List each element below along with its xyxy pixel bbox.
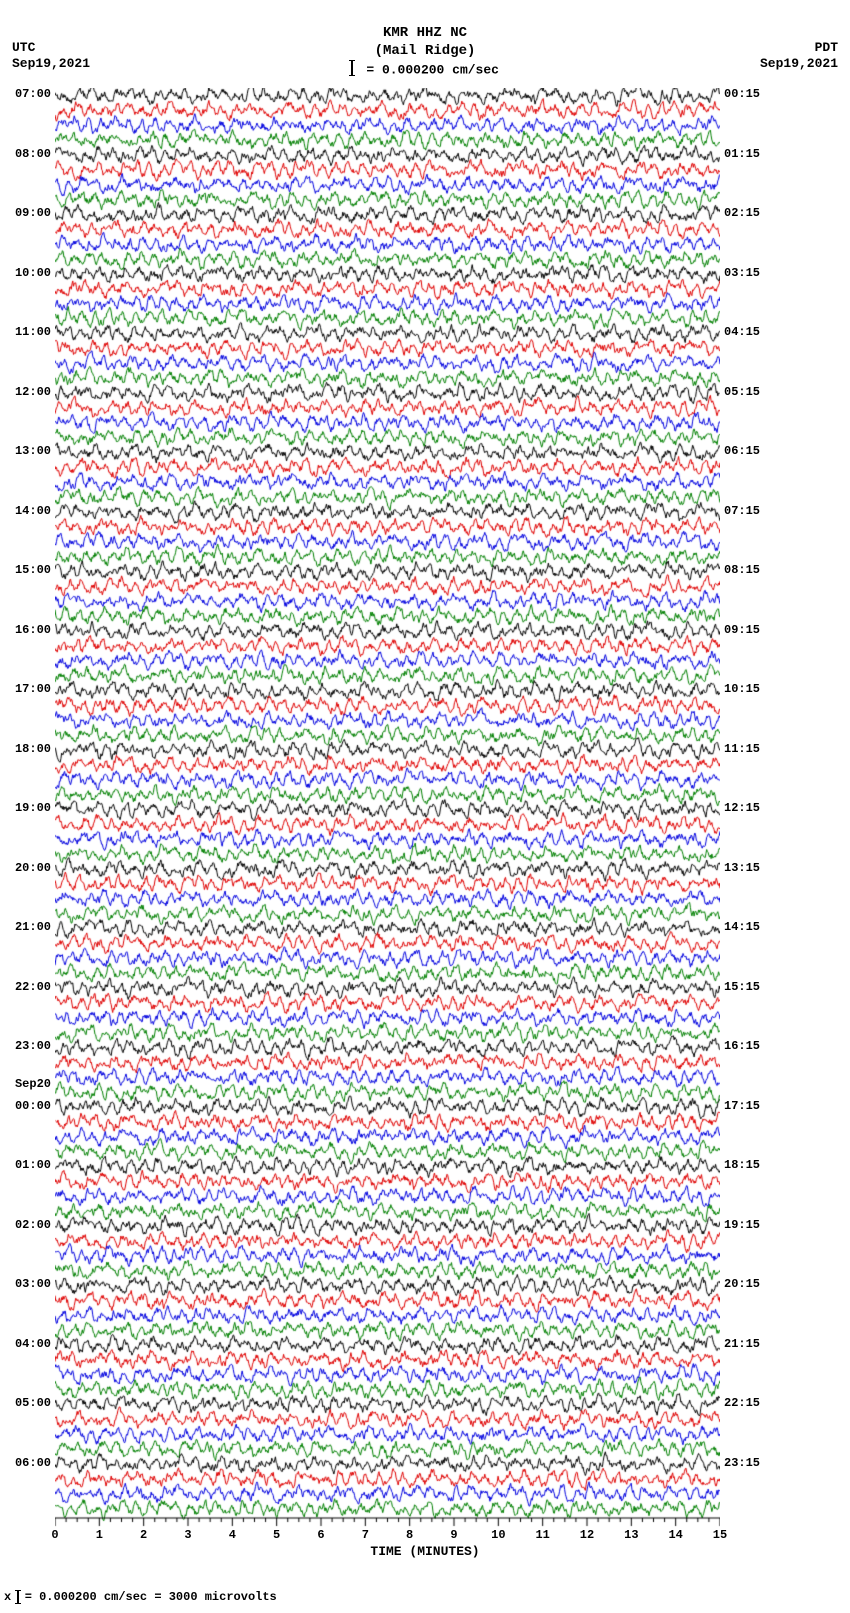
x-tick-label: 10 [491,1528,505,1542]
header-block: KMR HHZ NC (Mail Ridge) [0,24,850,60]
utc-time-label: 08:00 [6,147,51,161]
x-tick-label: 9 [450,1528,457,1542]
pdt-time-label: 22:15 [724,1396,760,1410]
pdt-time-label: 18:15 [724,1158,760,1172]
x-tick-label: 8 [406,1528,413,1542]
pdt-time-label: 06:15 [724,444,760,458]
scale-legend: = 0.000200 cm/sec [0,62,850,78]
scale-text: = 0.000200 cm/sec [366,62,499,77]
pdt-time-label: 16:15 [724,1039,760,1053]
utc-time-label: 16:00 [6,623,51,637]
x-tick-label: 7 [362,1528,369,1542]
utc-time-label: 19:00 [6,801,51,815]
x-tick-label: 5 [273,1528,280,1542]
x-tick-label: 4 [229,1528,236,1542]
pdt-time-label: 02:15 [724,206,760,220]
footer-bar-icon [17,1590,19,1604]
utc-time-label: 07:00 [6,87,51,101]
x-tick-label: 6 [317,1528,324,1542]
utc-time-label: 06:00 [6,1456,51,1470]
utc-time-label: Sep20 [6,1078,51,1090]
pdt-time-label: 00:15 [724,87,760,101]
station-title: KMR HHZ NC [0,24,850,42]
utc-time-label: 00:00 [6,1099,51,1113]
utc-time-label: 11:00 [6,325,51,339]
utc-time-label: 20:00 [6,861,51,875]
utc-time-label: 22:00 [6,980,51,994]
utc-time-label: 18:00 [6,742,51,756]
station-subtitle: (Mail Ridge) [0,42,850,60]
x-tick-label: 1 [96,1528,103,1542]
utc-time-label: 13:00 [6,444,51,458]
x-tick-label: 2 [140,1528,147,1542]
x-tick-label: 13 [624,1528,638,1542]
x-axis-title: TIME (MINUTES) [0,1544,850,1559]
x-tick-label: 0 [51,1528,58,1542]
utc-time-label: 23:00 [6,1039,51,1053]
utc-time-label: 21:00 [6,920,51,934]
pdt-time-label: 03:15 [724,266,760,280]
utc-time-label: 09:00 [6,206,51,220]
pdt-time-label: 19:15 [724,1218,760,1232]
utc-time-label: 17:00 [6,682,51,696]
pdt-time-label: 21:15 [724,1337,760,1351]
pdt-time-label: 13:15 [724,861,760,875]
pdt-time-label: 23:15 [724,1456,760,1470]
utc-time-label: 01:00 [6,1158,51,1172]
x-tick-label: 12 [580,1528,594,1542]
utc-time-label: 03:00 [6,1277,51,1291]
pdt-time-label: 08:15 [724,563,760,577]
x-tick-label: 15 [713,1528,727,1542]
utc-time-label: 15:00 [6,563,51,577]
pdt-time-label: 20:15 [724,1277,760,1291]
footer-prefix: x [4,1590,11,1604]
utc-time-label: 12:00 [6,385,51,399]
utc-time-label: 10:00 [6,266,51,280]
pdt-time-label: 12:15 [724,801,760,815]
x-tick-label: 3 [184,1528,191,1542]
pdt-time-label: 01:15 [724,147,760,161]
x-tick-label: 11 [535,1528,549,1542]
scale-bar-icon [351,60,353,76]
pdt-time-label: 09:15 [724,623,760,637]
seismogram-page: UTC Sep19,2021 PDT Sep19,2021 KMR HHZ NC… [0,0,850,1613]
pdt-time-label: 15:15 [724,980,760,994]
pdt-time-label: 10:15 [724,682,760,696]
footer-scale: x = 0.000200 cm/sec = 3000 microvolts [4,1590,277,1604]
footer-text: = 0.000200 cm/sec = 3000 microvolts [25,1590,277,1604]
pdt-time-label: 17:15 [724,1099,760,1113]
utc-time-label: 04:00 [6,1337,51,1351]
utc-time-label: 14:00 [6,504,51,518]
pdt-time-label: 05:15 [724,385,760,399]
seismogram-canvas [55,88,720,1546]
pdt-time-label: 14:15 [724,920,760,934]
x-tick-label: 14 [668,1528,682,1542]
pdt-time-label: 04:15 [724,325,760,339]
pdt-time-label: 11:15 [724,742,760,756]
utc-time-label: 02:00 [6,1218,51,1232]
pdt-time-label: 07:15 [724,504,760,518]
utc-time-label: 05:00 [6,1396,51,1410]
